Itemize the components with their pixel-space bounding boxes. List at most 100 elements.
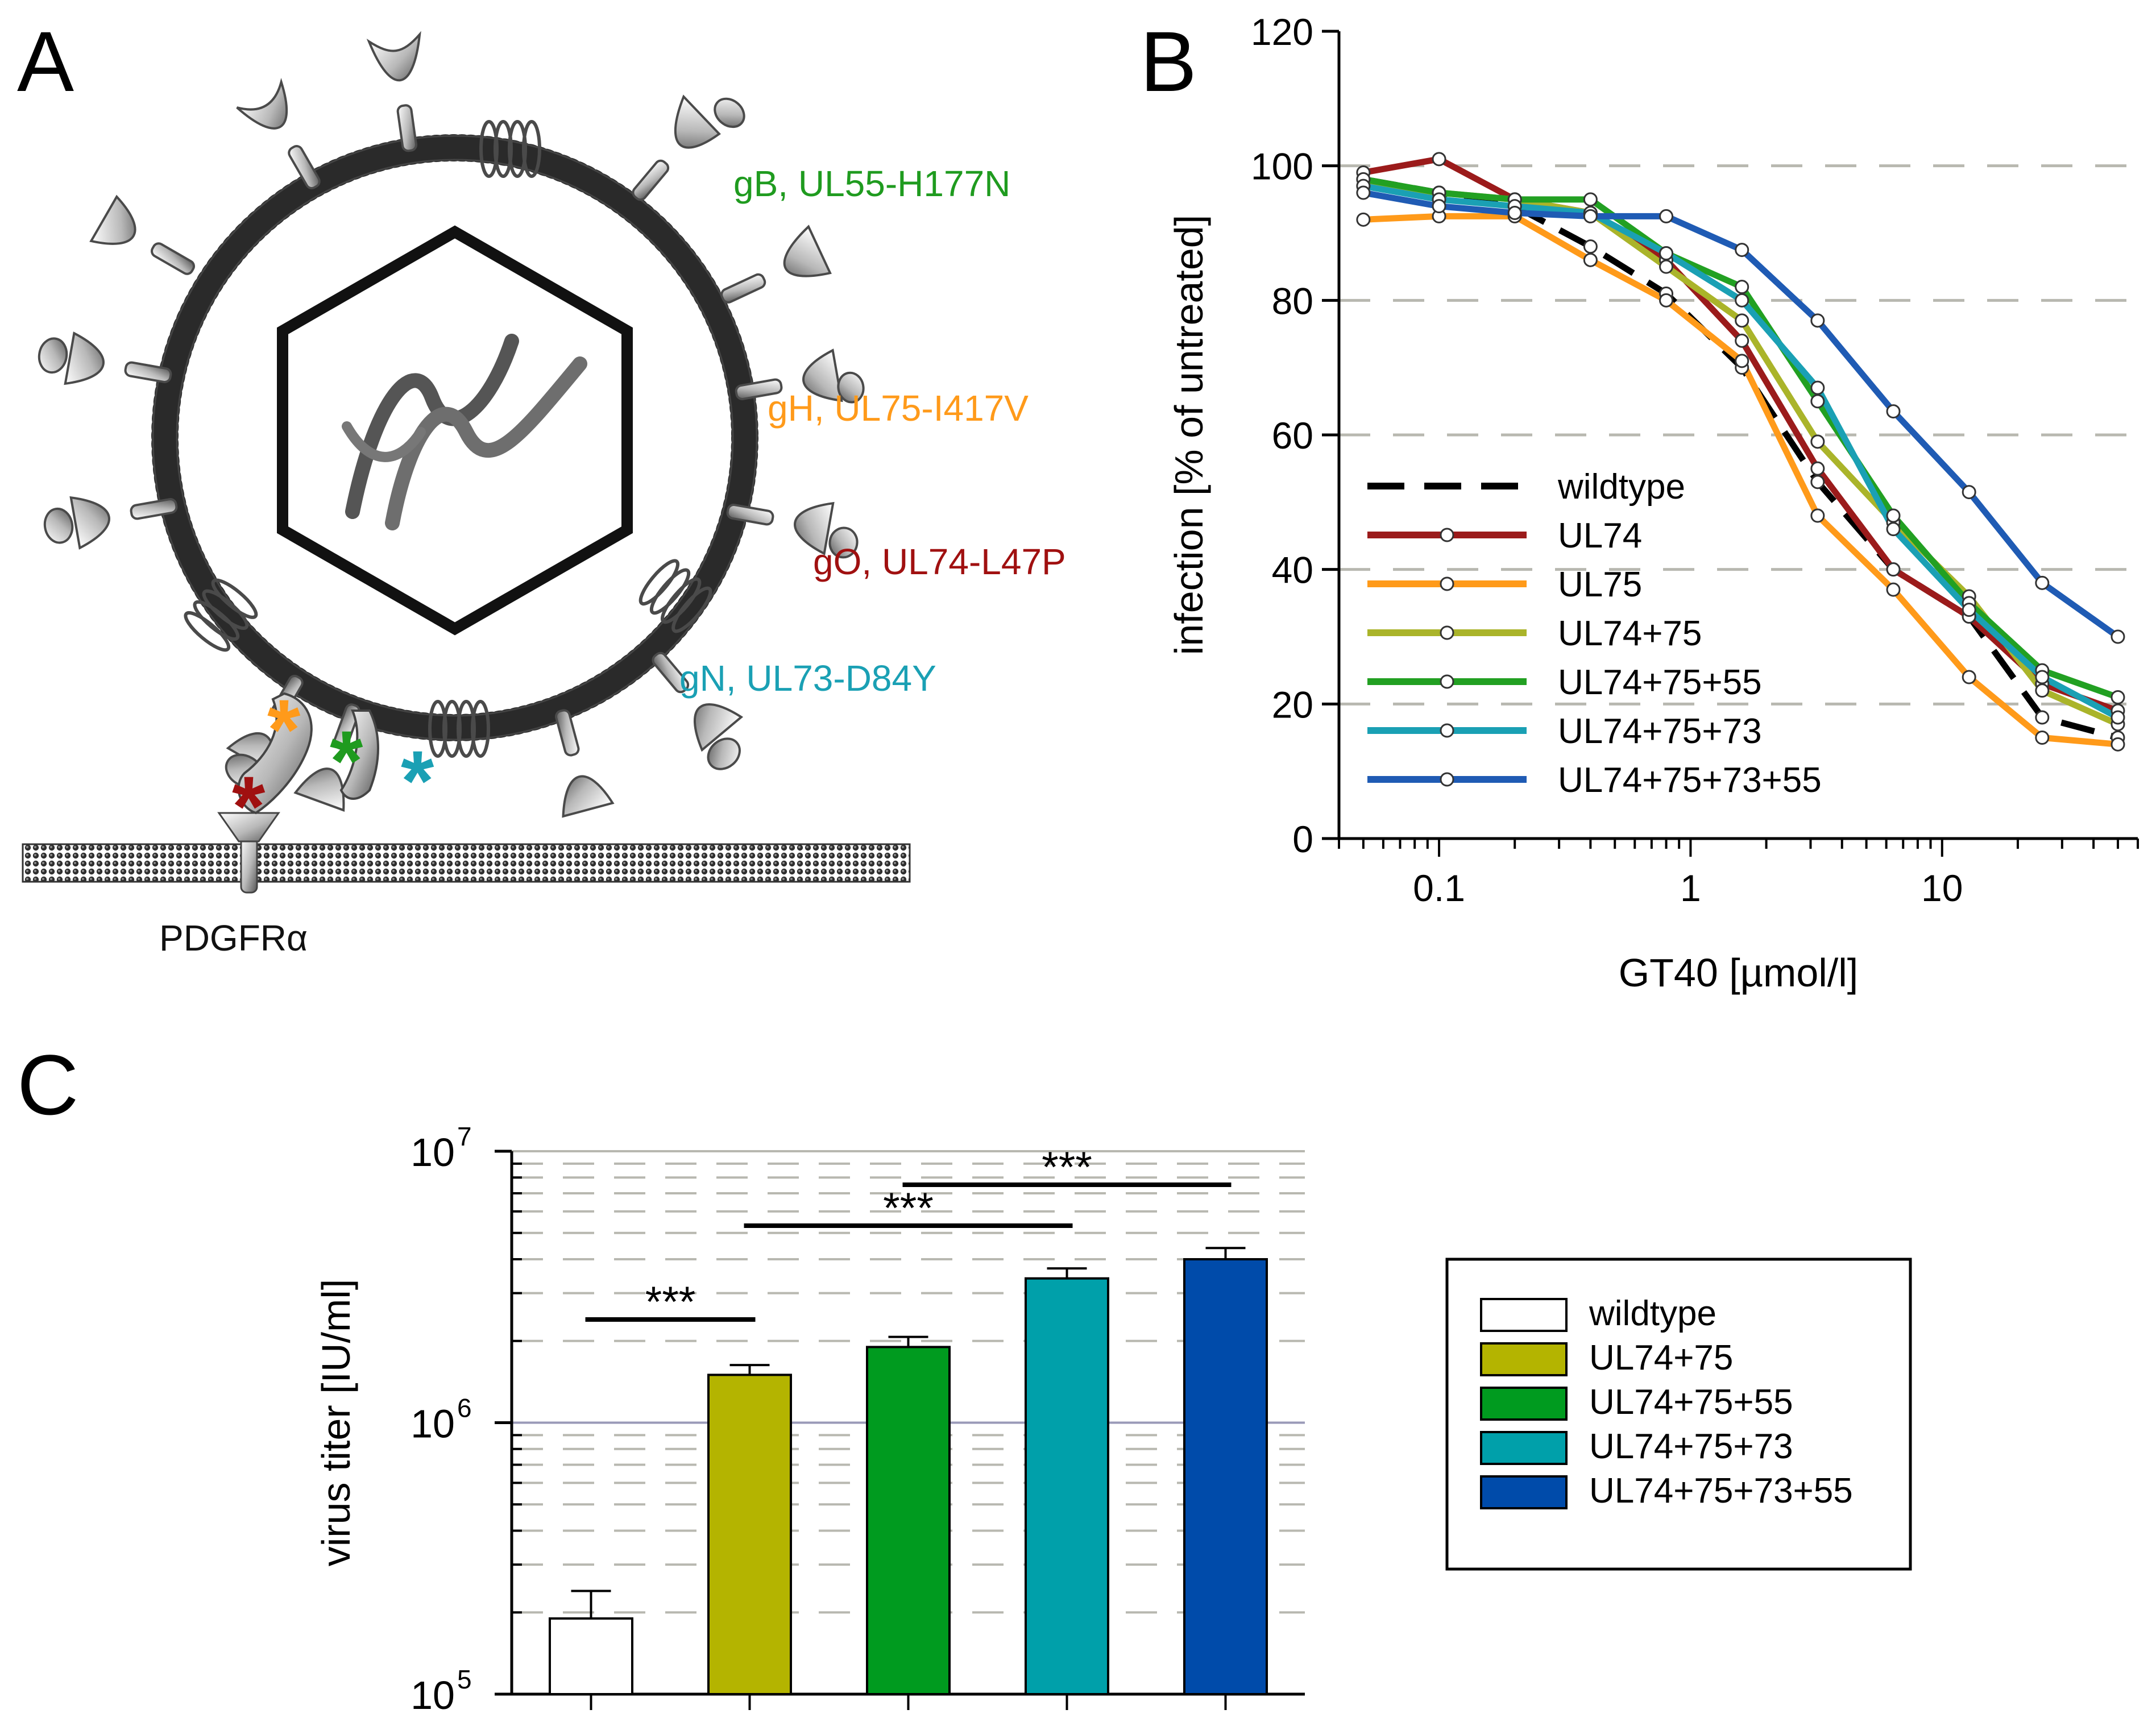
- b-y-tick-label: 40: [1272, 549, 1313, 591]
- b-data-point: [2035, 731, 2050, 745]
- b-data-point: [2111, 629, 2125, 644]
- b-data-point: [1659, 246, 1674, 260]
- chart-b: 0 20 40 60 80 100 120 0.1 1 10 GT40 [µmol/l] infect…: [1167, 11, 2139, 995]
- b-data-point: [1735, 333, 1749, 348]
- c-bar: [1025, 1277, 1109, 1695]
- c-legend-label: wildtype: [1589, 1294, 1716, 1333]
- b-data-point: [1886, 582, 1901, 597]
- receptor-binding-complex: [237, 692, 379, 815]
- c-legend-swatch: [1480, 1387, 1568, 1421]
- b-legend-label: UL74+75+55: [1558, 663, 1762, 702]
- b-data-point: [2111, 690, 2125, 704]
- b-data-point: [1810, 394, 1825, 409]
- membrane-proteins: [184, 120, 712, 758]
- b-data-point: [1810, 508, 1825, 523]
- c-bar: [549, 1617, 633, 1696]
- viral-envelope: [151, 134, 758, 741]
- c-y-tick-label: 10: [411, 1130, 455, 1175]
- c-legend-swatch: [1480, 1475, 1568, 1509]
- b-data-point: [1735, 280, 1749, 294]
- b-data-point: [1962, 670, 1976, 684]
- b-data-point: [1507, 206, 1522, 220]
- gh-mutation-asterisk: *: [267, 682, 301, 777]
- b-data-point: [1583, 209, 1598, 223]
- b-data-point: [1810, 475, 1825, 489]
- receptor-label: PDGFRα: [159, 918, 308, 958]
- b-data-point: [1659, 293, 1674, 308]
- c-bar: [1183, 1258, 1268, 1695]
- b-data-point: [1962, 603, 1976, 617]
- b-data-point: [1659, 209, 1674, 223]
- b-data-point: [1432, 199, 1446, 214]
- b-data-point: [2035, 575, 2050, 590]
- gb-mutation-asterisk: *: [330, 713, 363, 808]
- b-y-tick-label: 20: [1272, 683, 1313, 725]
- c-legend-swatch: [1480, 1342, 1568, 1376]
- b-data-point: [1886, 508, 1901, 523]
- b-y-tick-label: 100: [1251, 146, 1313, 188]
- panel-b-letter: B: [1140, 14, 1197, 109]
- b-y-tick-label: 120: [1251, 11, 1313, 53]
- c-bar: [866, 1346, 951, 1696]
- b-data-point: [1735, 243, 1749, 258]
- capsid-hexagon: [277, 225, 633, 636]
- cell-membrane: [22, 843, 911, 883]
- b-legend-marker: [1440, 528, 1454, 542]
- gh-label: gH, UL75-I417V: [768, 388, 1029, 429]
- b-data-point: [1735, 313, 1749, 328]
- b-x-tick-label: 10: [1921, 867, 1963, 909]
- b-x-tick-label: 0.1: [1413, 867, 1465, 909]
- c-y-tick-label: 10: [411, 1673, 455, 1717]
- pdgfr-alpha-receptor: [217, 812, 280, 894]
- c-legend-label: UL74+75+55: [1589, 1383, 1793, 1422]
- c-legend-swatch: [1480, 1431, 1568, 1465]
- c-significance-label: ***: [883, 1184, 934, 1233]
- b-data-point: [1659, 259, 1674, 274]
- b-series-line: [1362, 176, 2119, 741]
- panel-c-letter: C: [17, 1037, 78, 1132]
- c-y-tick-exponent: 6: [457, 1393, 472, 1423]
- c-y-tick-exponent: 7: [457, 1122, 472, 1151]
- b-data-point: [2035, 710, 2050, 725]
- b-data-point: [1356, 185, 1371, 200]
- panel-b-dose-response-chart: B 0 20 40 60 80 100 120 0.1 1 10 GT40 [µmol/l] infe…: [1140, 11, 2139, 995]
- c-significance-label: ***: [1042, 1143, 1092, 1192]
- b-legend-label: UL74+75: [1558, 614, 1702, 653]
- b-y-tick-label: 80: [1272, 280, 1313, 322]
- b-legend-label: UL74: [1558, 516, 1642, 555]
- b-legend-marker: [1440, 723, 1454, 738]
- c-significance-label: ***: [645, 1278, 696, 1326]
- b-data-point: [1735, 354, 1749, 368]
- b-data-point: [2035, 670, 2050, 684]
- panel-a-virion-diagram: A: [17, 14, 1066, 958]
- b-legend-marker: [1440, 625, 1454, 640]
- c-y-tick-exponent: 5: [457, 1665, 472, 1694]
- glycoprotein-spikes: [38, 31, 865, 818]
- b-legend-label: UL75: [1558, 565, 1642, 604]
- gn-label: gN, UL73-D84Y: [679, 658, 936, 699]
- b-data-point: [1810, 461, 1825, 476]
- b-data-point: [1735, 293, 1749, 308]
- b-x-tick-label: 1: [1680, 867, 1701, 909]
- c-bar: [707, 1374, 792, 1696]
- b-data-point: [1356, 212, 1371, 227]
- c-legend-label: UL74+75+73: [1589, 1427, 1793, 1466]
- b-legend-marker: [1440, 576, 1454, 591]
- b-data-point: [1583, 252, 1598, 267]
- b-y-axis-label: infection [% of untreated]: [1167, 215, 1211, 655]
- b-data-point: [1583, 192, 1598, 207]
- gn-mutation-asterisk: *: [401, 733, 434, 828]
- b-data-point: [2111, 710, 2125, 725]
- b-data-point: [1810, 434, 1825, 449]
- b-data-point: [2035, 683, 2050, 698]
- b-y-tick-label: 60: [1272, 414, 1313, 457]
- b-series-line: [1362, 176, 2119, 700]
- b-data-point: [1583, 239, 1598, 254]
- b-legend-label: UL74+75+73+55: [1558, 761, 1822, 800]
- b-data-point: [1886, 522, 1901, 537]
- b-data-point: [1962, 485, 1976, 500]
- b-data-point: [1886, 562, 1901, 577]
- c-legend-label: UL74+75+73+55: [1589, 1471, 1853, 1511]
